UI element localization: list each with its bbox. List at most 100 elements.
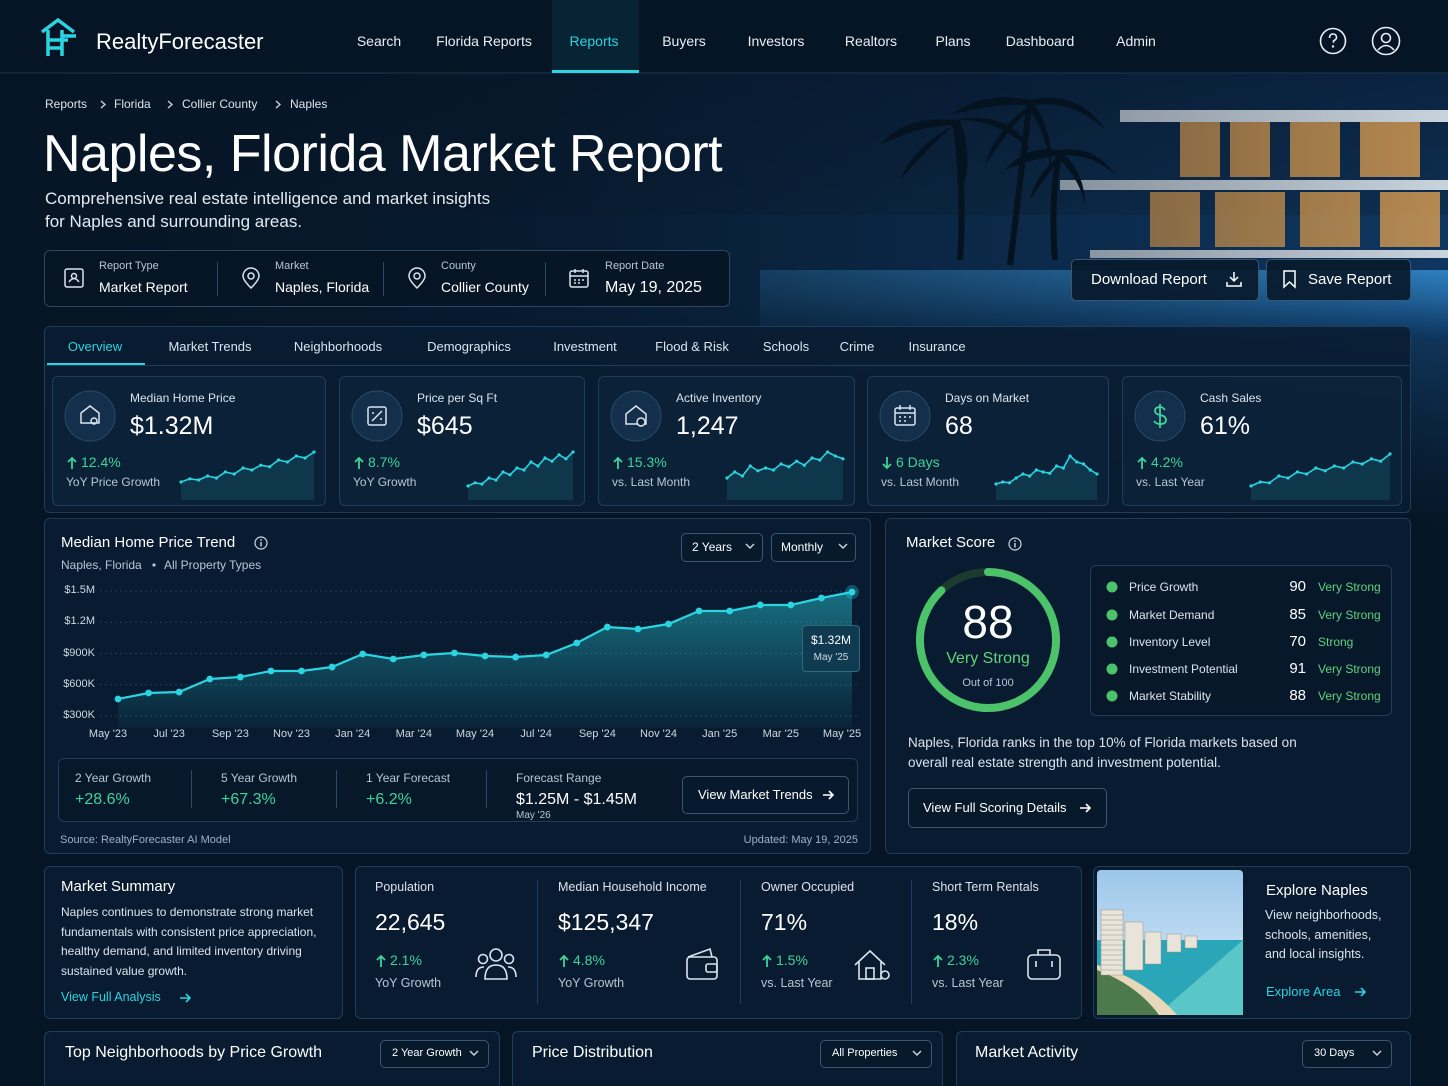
sparkline-point xyxy=(494,478,498,482)
nav-link[interactable]: Plans xyxy=(935,33,971,50)
tab[interactable]: Schools xyxy=(762,338,810,354)
trend-arrow xyxy=(354,456,364,469)
sparkline-point xyxy=(241,466,245,470)
nav-link[interactable]: Realtors xyxy=(844,33,898,50)
stat-label: 1 Year Forecast xyxy=(366,770,451,785)
nav-link[interactable]: Florida Reports xyxy=(436,33,532,50)
kpi-change: 4.2% xyxy=(1151,454,1183,471)
breadcrumb-item[interactable]: Naples xyxy=(290,96,328,111)
filter-icon xyxy=(569,269,589,288)
panel-control[interactable] xyxy=(820,1040,932,1068)
sparkline-point xyxy=(1075,460,1079,464)
panel-control-label[interactable]: 30 Days xyxy=(1314,1047,1355,1060)
stat-divider xyxy=(740,880,741,1004)
nav-link[interactable]: Reports xyxy=(569,33,619,50)
tab[interactable]: Neighborhoods xyxy=(293,338,383,354)
scoring-button-label[interactable]: View Full Scoring Details xyxy=(923,799,1067,815)
sparkline-point xyxy=(1249,484,1253,488)
tab[interactable]: Flood & Risk xyxy=(655,338,729,354)
sparkline-point xyxy=(1286,476,1290,480)
explore-link[interactable]: Explore Area xyxy=(1266,983,1341,999)
stat-value: +28.6% xyxy=(75,791,130,809)
sparkline-area xyxy=(727,452,843,500)
stat-divider xyxy=(911,880,912,1004)
stat-change-label: vs. Last Year xyxy=(761,976,833,991)
stat-divider xyxy=(336,770,337,808)
y-tick-label: $300K xyxy=(63,709,95,722)
x-tick-label: May '25 xyxy=(822,728,862,741)
sparkline-point xyxy=(529,460,533,464)
bottom-panel-title: Market Activity xyxy=(975,1044,1079,1062)
trend-arrow xyxy=(762,954,772,967)
filter-icon xyxy=(242,267,260,290)
chart-control-label[interactable]: Monthly xyxy=(781,539,824,554)
nav-link[interactable]: Admin xyxy=(1116,33,1156,50)
nav-link[interactable]: Dashboard xyxy=(1005,33,1075,50)
stat-label: 2 Year Growth xyxy=(75,770,152,785)
sparkline xyxy=(179,450,316,500)
download-label[interactable]: Download Report xyxy=(1091,270,1207,288)
kpi-icon xyxy=(879,390,931,442)
tab[interactable]: Insurance xyxy=(908,338,966,354)
stat-change: 1.5% xyxy=(776,952,808,969)
factors-box xyxy=(1090,565,1392,716)
save-button[interactable] xyxy=(1266,259,1411,301)
filter-divider xyxy=(545,262,546,296)
scoring-button[interactable] xyxy=(908,788,1107,828)
sparkline-line xyxy=(995,454,1098,485)
x-tick-label: Mar '25 xyxy=(762,728,799,741)
tab[interactable]: Crime xyxy=(839,338,875,354)
summary-link[interactable]: View Full Analysis xyxy=(61,990,161,1005)
tab-line xyxy=(44,365,1411,366)
kpi-label: Days on Market xyxy=(945,390,1030,405)
panel-control-label[interactable]: All Properties xyxy=(832,1047,898,1060)
breadcrumb-item[interactable]: Collier County xyxy=(182,96,258,111)
filter-icon xyxy=(64,268,84,288)
factor-dot xyxy=(1106,581,1118,593)
trends-button-label[interactable]: View Market Trends xyxy=(698,786,813,802)
sparkline xyxy=(994,454,1099,500)
filter-divider xyxy=(217,262,218,296)
summary-text: Naples continues to demonstrate strong m… xyxy=(61,905,317,978)
kpi-change: 6 Days xyxy=(896,454,940,471)
tab[interactable]: Overview xyxy=(67,338,123,354)
trend-arrow xyxy=(67,456,77,469)
stat-divider xyxy=(191,770,192,808)
tab[interactable]: Market Trends xyxy=(168,338,252,354)
nav-link[interactable]: Buyers xyxy=(662,33,706,50)
save-label[interactable]: Save Report xyxy=(1308,270,1392,288)
y-tick-label: $900K xyxy=(63,646,95,659)
sparkline-point xyxy=(787,465,791,469)
panel-control[interactable] xyxy=(380,1040,489,1068)
breadcrumb-item[interactable]: Reports xyxy=(45,96,88,111)
factor-dot xyxy=(1106,636,1118,648)
tab[interactable]: Investment xyxy=(553,338,617,354)
download-button[interactable] xyxy=(1071,259,1259,301)
trends-button[interactable] xyxy=(682,776,849,814)
nav-link[interactable]: Investors xyxy=(747,33,805,50)
sparkline-point xyxy=(1258,480,1262,484)
sparkline-point xyxy=(1001,480,1005,484)
panel-control[interactable] xyxy=(1302,1040,1392,1068)
factor-name: Price Growth xyxy=(1129,579,1199,594)
sparkline-point xyxy=(466,484,470,488)
factor-rating: Very Strong xyxy=(1318,661,1381,676)
sparkline-point xyxy=(179,480,183,484)
stat-value: $125,347 xyxy=(558,908,654,935)
tooltip-date: May '25 xyxy=(813,651,849,663)
kpi-change-label: YoY Growth xyxy=(353,474,417,489)
sparkline-point xyxy=(818,458,822,462)
user-icon xyxy=(1371,26,1401,56)
nav-link[interactable]: Search xyxy=(356,33,402,50)
sparkline-point xyxy=(571,450,575,454)
panel-control-label[interactable]: 2 Year Growth xyxy=(392,1047,462,1060)
tab[interactable]: Demographics xyxy=(427,338,511,354)
sparkline-point xyxy=(515,466,519,470)
breadcrumb-item[interactable]: Florida xyxy=(114,96,151,111)
factor-rating: Very Strong xyxy=(1318,688,1381,703)
sparkline-line xyxy=(180,451,315,483)
stat-divider xyxy=(486,770,487,808)
x-tick-label: Sep '23 xyxy=(211,728,249,741)
sparkline-point xyxy=(1277,474,1281,478)
chart-control-label[interactable]: 2 Years xyxy=(692,539,733,554)
